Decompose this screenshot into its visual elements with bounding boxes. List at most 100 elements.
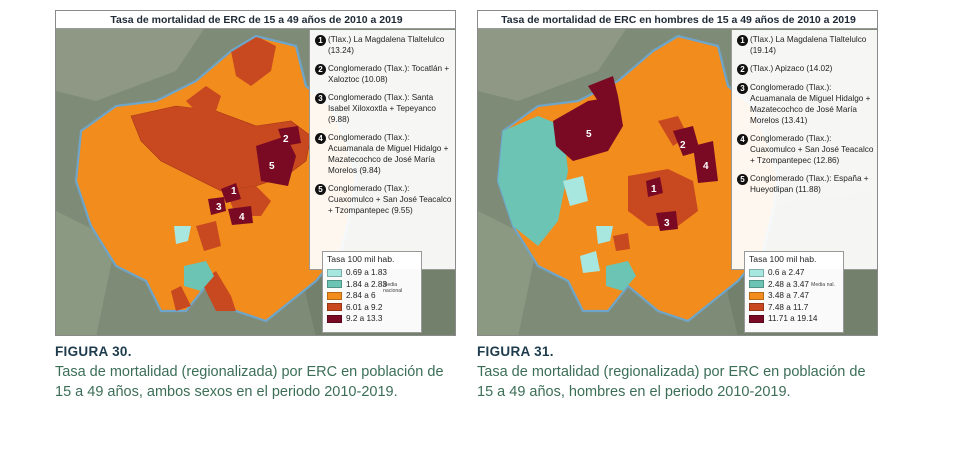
number-badge: 5: [315, 184, 326, 195]
region-top-4: [228, 206, 253, 225]
callout-4: 4 Conglomerado (Tlax.): Cuaxomulco + San…: [737, 133, 874, 166]
legend-label: 6.01 a 9.2: [346, 302, 383, 312]
legend-row: 0.69 a 1.83: [327, 267, 417, 279]
figure-31: 1 2 3 4 5 Tasa de mortalidad de ERC en h…: [477, 10, 878, 402]
callout-5: 5 Conglomerado (Tlax.): España + Hueyotl…: [737, 173, 874, 195]
region-low-1: [174, 226, 191, 244]
region-lowest-3: [580, 251, 600, 273]
legend-label: 2.84 a 6: [346, 291, 376, 301]
region-number-5: 5: [269, 161, 275, 172]
callout-3: 3 Conglomerado (Tlax.): Santa Isabel Xil…: [315, 92, 452, 125]
region-low-west: [498, 116, 568, 246]
figure-label: FIGURA 30.: [55, 344, 132, 359]
legend-title: Tasa 100 mil hab.: [327, 254, 395, 264]
callout-3: 3 Conglomerado (Tlax.): Acuamanala de Mi…: [737, 82, 874, 126]
region-top-2: [673, 126, 700, 156]
callout-text: Conglomerado (Tlax.): Cuaxomulco + San J…: [750, 134, 874, 165]
callout-text: (Tlax.) Apizaco (14.02): [750, 64, 833, 73]
region-top-3: [208, 197, 226, 215]
region-number-3: 3: [664, 218, 670, 229]
callout-4: 4 Conglomerado (Tlax.): Acuamanala de Mi…: [315, 132, 452, 176]
region-top-5: [553, 96, 623, 161]
legend-label: 1.84 a 2.83: [346, 279, 387, 289]
region-top-1: [221, 183, 241, 203]
legend-row: 1.84 a 2.83: [327, 279, 417, 291]
number-badge: 3: [315, 93, 326, 104]
callout-1: 1 (Tlax.) La Magdalena Tlaltelulco (19.1…: [737, 34, 874, 56]
map-legend: Tasa 100 mil hab. 0.69 a 1.83 1.84 a 2.8…: [322, 251, 422, 333]
region-number-1: 1: [231, 186, 237, 197]
legend-swatch: [749, 268, 764, 277]
callout-text: Conglomerado (Tlax.): Acuamanala de Migu…: [328, 133, 449, 175]
callout-text: Conglomerado (Tlax.): Acuamanala de Migu…: [750, 83, 871, 125]
region-lowest-2: [596, 226, 613, 244]
legend-row: 2.84 a 6: [327, 290, 417, 302]
figure-label: FIGURA 31.: [477, 344, 554, 359]
callout-2: 2 (Tlax.) Apizaco (14.02): [737, 63, 874, 75]
media-nacional-note: Media nacional: [383, 282, 403, 294]
legend-row: 11.71 a 19.14: [749, 313, 839, 325]
region-number-3: 3: [216, 202, 222, 213]
region-number-4: 4: [703, 161, 709, 172]
region-number-1: 1: [651, 184, 657, 195]
map-title: Tasa de mortalidad de ERC en hombres de …: [478, 11, 877, 29]
legend-label: 7.48 a 11.7: [768, 302, 809, 312]
callout-5: 5 Conglomerado (Tlax.): Cuaxomulco + San…: [315, 183, 452, 216]
region-high-south2: [171, 286, 191, 311]
legend-swatch: [749, 314, 764, 323]
region-top-4: [693, 141, 718, 183]
legend-label: 2.48 a 3.47: [768, 279, 809, 289]
legend-label: 0.6 a 2.47: [768, 268, 805, 278]
legend-row: 3.48 a 7.47: [749, 290, 839, 302]
callout-text: Conglomerado (Tlax.): España + Hueyotlip…: [750, 174, 869, 194]
region-top-1: [646, 177, 663, 197]
callout-text: (Tlax.) La Magdalena Tlaltelulco (19.14): [750, 35, 867, 55]
legend-title: Tasa 100 mil hab.: [749, 254, 817, 264]
legend-label: 3.48 a 7.47: [768, 291, 809, 301]
region-high-nw: [186, 86, 221, 111]
callout-text: Conglomerado (Tlax.): Cuaxomulco + San J…: [328, 184, 452, 215]
map-legend: Tasa 100 mil hab. 0.6 a 2.47 2.48 a 3.47…: [744, 251, 844, 333]
number-badge: 4: [737, 134, 748, 145]
callout-text: Conglomerado (Tlax.): Santa Isabel Xilox…: [328, 93, 436, 124]
legend-swatch: [327, 268, 342, 277]
callout-panel: 1 (Tlax.) La Magdalena Tlaltelulco (13.2…: [309, 30, 455, 270]
map-title: Tasa de mortalidad de ERC de 15 a 49 año…: [56, 11, 455, 29]
region-top-2: [278, 126, 301, 146]
region-low-2: [184, 261, 214, 291]
map-frame: 1 2 3 4 5 Tasa de mortalidad de ERC en h…: [477, 10, 878, 336]
number-badge: 1: [737, 35, 748, 46]
number-badge: 2: [737, 64, 748, 75]
legend-row: 0.6 a 2.47: [749, 267, 839, 279]
legend-label: 11.71 a 19.14: [768, 314, 818, 324]
legend-row: 2.48 a 3.47: [749, 279, 839, 291]
region-lowest-1: [563, 176, 588, 206]
callout-text: Conglomerado (Tlax.): Tocatlán + Xalozto…: [328, 64, 450, 84]
callout-1: 1 (Tlax.) La Magdalena Tlaltelulco (13.2…: [315, 34, 452, 56]
media-nacional-note: Media nal.: [811, 282, 835, 288]
region-number-2: 2: [680, 140, 686, 151]
region-high-south: [201, 271, 236, 311]
legend-row: 7.48 a 11.7: [749, 302, 839, 314]
number-badge: 4: [315, 133, 326, 144]
callout-panel: 1 (Tlax.) La Magdalena Tlaltelulco (19.1…: [731, 30, 877, 270]
number-badge: 2: [315, 64, 326, 75]
legend-swatch: [749, 291, 764, 300]
figure-caption: Tasa de mortalidad (regionalizada) por E…: [55, 364, 444, 400]
legend-row: 6.01 a 9.2: [327, 302, 417, 314]
region-high-north: [231, 36, 276, 86]
region-top-3: [656, 211, 678, 231]
map-frame: 1 2 3 4 5 Tasa de mortalidad de ERC de 1…: [55, 10, 456, 336]
legend-swatch: [327, 291, 342, 300]
legend-swatch: [749, 280, 764, 289]
legend-swatch: [749, 303, 764, 312]
region-number-5: 5: [586, 129, 592, 140]
region-low-2: [606, 261, 636, 291]
legend-row: 9.2 a 13.3: [327, 313, 417, 325]
number-badge: 5: [737, 174, 748, 185]
region-number-4: 4: [239, 212, 245, 223]
region-high-west: [196, 221, 221, 251]
legend-swatch: [327, 280, 342, 289]
region-top-5: [256, 136, 296, 186]
figure-30: 1 2 3 4 5 Tasa de mortalidad de ERC de 1…: [55, 10, 456, 402]
